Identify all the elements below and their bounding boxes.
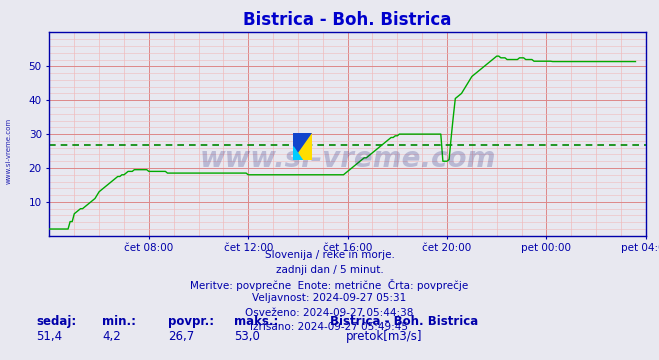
- Text: zadnji dan / 5 minut.: zadnji dan / 5 minut.: [275, 265, 384, 275]
- Text: www.si-vreme.com: www.si-vreme.com: [200, 144, 496, 172]
- Text: pretok[m3/s]: pretok[m3/s]: [346, 330, 422, 343]
- Text: Izrisano: 2024-09-27 05:49:45: Izrisano: 2024-09-27 05:49:45: [250, 322, 409, 332]
- Text: sedaj:: sedaj:: [36, 315, 76, 328]
- Polygon shape: [293, 133, 312, 160]
- Text: Veljavnost: 2024-09-27 05:31: Veljavnost: 2024-09-27 05:31: [252, 293, 407, 303]
- Text: Osveženo: 2024-09-27 05:44:38: Osveženo: 2024-09-27 05:44:38: [245, 308, 414, 318]
- Text: Bistrica - Boh. Bistrica: Bistrica - Boh. Bistrica: [330, 315, 478, 328]
- Polygon shape: [293, 133, 312, 160]
- Text: 53,0: 53,0: [234, 330, 260, 343]
- Text: 4,2: 4,2: [102, 330, 121, 343]
- Text: povpr.:: povpr.:: [168, 315, 214, 328]
- Text: Meritve: povprečne  Enote: metrične  Črta: povprečje: Meritve: povprečne Enote: metrične Črta:…: [190, 279, 469, 291]
- Polygon shape: [293, 147, 302, 160]
- Text: 51,4: 51,4: [36, 330, 63, 343]
- Title: Bistrica - Boh. Bistrica: Bistrica - Boh. Bistrica: [243, 12, 452, 30]
- Text: maks.:: maks.:: [234, 315, 278, 328]
- Text: www.si-vreme.com: www.si-vreme.com: [5, 118, 11, 184]
- Text: min.:: min.:: [102, 315, 136, 328]
- Text: Slovenija / reke in morje.: Slovenija / reke in morje.: [264, 250, 395, 260]
- Text: 26,7: 26,7: [168, 330, 194, 343]
